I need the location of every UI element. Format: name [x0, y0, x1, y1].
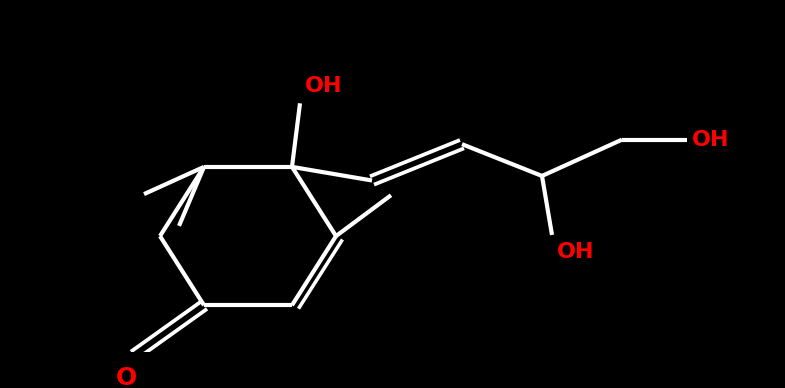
- Text: OH: OH: [305, 76, 342, 96]
- Text: OH: OH: [557, 242, 594, 262]
- Text: O: O: [115, 366, 137, 388]
- Text: OH: OH: [692, 130, 729, 150]
